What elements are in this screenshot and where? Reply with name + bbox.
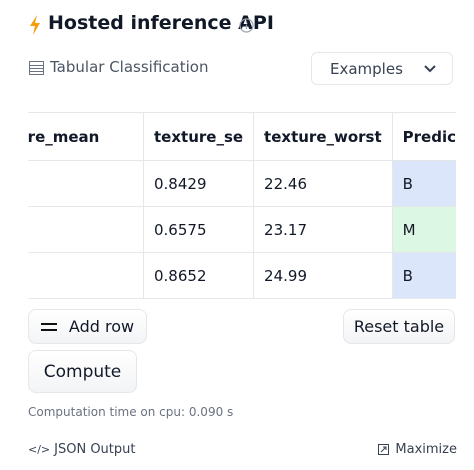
- maximize-link[interactable]: Maximize: [378, 442, 457, 457]
- computation-time: Computation time on cpu: 0.090 s: [28, 405, 234, 419]
- title: Hosted inference API: [48, 12, 274, 34]
- table-cell: 22.46: [253, 160, 393, 207]
- table-cell: 5: [28, 206, 144, 253]
- table-cell: 24.99: [253, 252, 393, 299]
- task-label: Tabular Classification: [50, 58, 209, 76]
- info-icon[interactable]: [239, 18, 254, 33]
- column-header: Prediction: [391, 112, 456, 161]
- add-icon: [40, 322, 57, 331]
- lightning-icon: [30, 15, 40, 35]
- dropdown-label: Examples: [330, 60, 403, 78]
- link-label: JSON Output: [54, 442, 136, 457]
- table-cell: 0.6575: [142, 206, 255, 253]
- table-cell: 23.17: [253, 206, 393, 253]
- add-row-button[interactable]: Add row: [28, 309, 147, 344]
- prediction-cell: B: [391, 252, 456, 299]
- column-header: texture_worst: [253, 112, 393, 161]
- json-output-link[interactable]: </> JSON Output: [28, 442, 135, 457]
- link-label: Maximize: [395, 442, 457, 457]
- column-header: ure_mean: [28, 112, 144, 161]
- button-label: Add row: [68, 317, 135, 336]
- table-icon: [29, 61, 44, 75]
- table-cell: 4: [28, 252, 144, 299]
- reset-table-button[interactable]: Reset table: [343, 309, 455, 344]
- table-container: ure_meantexture_setexture_worstPredictio…: [28, 112, 456, 299]
- maximize-icon: [378, 444, 390, 455]
- table-cell: 0.8652: [142, 252, 255, 299]
- code-icon: </>: [28, 443, 51, 456]
- table-cell: 5: [28, 160, 144, 207]
- compute-button[interactable]: Compute: [28, 350, 137, 393]
- examples-dropdown[interactable]: Examples: [311, 52, 453, 85]
- prediction-cell: M: [391, 206, 456, 253]
- button-label: Compute: [43, 361, 122, 382]
- data-table: ure_meantexture_setexture_worstPredictio…: [28, 112, 456, 299]
- column-header: texture_se: [142, 112, 255, 161]
- button-label: Reset table: [353, 317, 445, 336]
- prediction-cell: B: [391, 160, 456, 207]
- chevron: [424, 65, 436, 73]
- table-cell: 0.8429: [142, 160, 255, 207]
